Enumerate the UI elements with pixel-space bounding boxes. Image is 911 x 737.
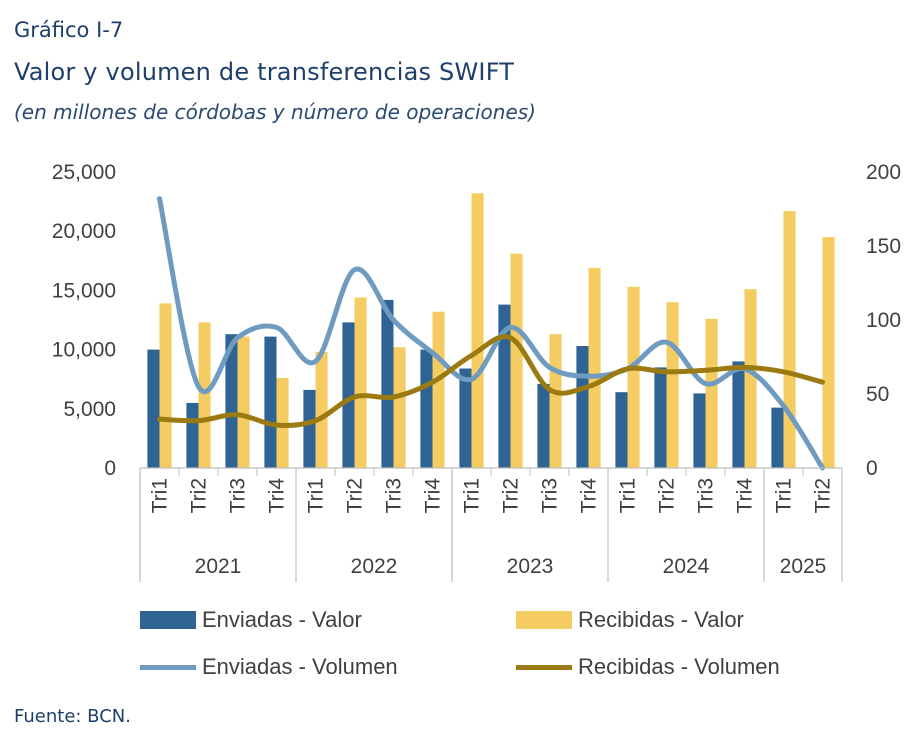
category-label-3: Tri4 bbox=[266, 478, 289, 514]
legend-label-enviadas-volumen: Enviadas - Volumen bbox=[202, 654, 398, 679]
bar-enviadas-valor-3 bbox=[264, 336, 277, 468]
legend-swatch-enviadas-volumen bbox=[140, 665, 196, 670]
category-label-7: Tri4 bbox=[422, 478, 445, 514]
category-label-8: Tri1 bbox=[461, 478, 484, 513]
bar-recibidas-valor-12 bbox=[627, 286, 640, 468]
source-note: Fuente: BCN. bbox=[14, 706, 131, 727]
bar-recibidas-valor-17 bbox=[822, 237, 835, 468]
bar-enviadas-valor-7 bbox=[420, 349, 433, 468]
bar-enviadas-valor-12 bbox=[615, 392, 628, 468]
legend-label-recibidas-volumen: Recibidas - Volumen bbox=[578, 654, 780, 679]
category-label-12: Tri1 bbox=[617, 478, 640, 513]
bar-recibidas-valor-7 bbox=[432, 311, 445, 468]
y-left-tick-1: 5,000 bbox=[63, 398, 116, 421]
bar-recibidas-valor-11 bbox=[588, 267, 601, 468]
category-label-9: Tri2 bbox=[500, 478, 523, 513]
category-label-4: Tri1 bbox=[305, 478, 328, 513]
category-label-2: Tri3 bbox=[227, 478, 250, 513]
category-label-13: Tri2 bbox=[656, 478, 679, 513]
bar-enviadas-valor-9 bbox=[498, 304, 511, 468]
y-left-tick-5: 25,000 bbox=[52, 161, 116, 184]
legend-swatch-enviadas-valor bbox=[140, 611, 196, 629]
bar-recibidas-valor-5 bbox=[354, 297, 367, 468]
bar-enviadas-valor-5 bbox=[342, 322, 355, 468]
bar-recibidas-valor-1 bbox=[198, 322, 211, 468]
bar-recibidas-valor-4 bbox=[315, 352, 328, 468]
chart-label: Gráfico I-7 bbox=[14, 18, 124, 42]
year-label-2024: 2024 bbox=[663, 555, 710, 578]
bar-enviadas-valor-10 bbox=[537, 383, 550, 468]
bar-recibidas-valor-2 bbox=[237, 336, 250, 468]
legend-label-recibidas-valor: Recibidas - Valor bbox=[578, 607, 744, 632]
year-label-2025: 2025 bbox=[780, 555, 827, 578]
category-label-10: Tri3 bbox=[539, 478, 562, 513]
category-label-1: Tri2 bbox=[188, 478, 211, 513]
category-label-17: Tri2 bbox=[812, 478, 835, 513]
category-label-14: Tri3 bbox=[695, 478, 718, 513]
line-enviadas-volumen bbox=[157, 196, 825, 471]
bar-enviadas-valor-15 bbox=[732, 361, 745, 468]
bar-recibidas-valor-10 bbox=[549, 334, 562, 468]
chart-title: Valor y volumen de transferencias SWIFT bbox=[14, 58, 515, 86]
bar-recibidas-valor-8 bbox=[471, 193, 484, 469]
bar-enviadas-valor-14 bbox=[693, 393, 706, 468]
y-right-tick-1: 50 bbox=[866, 383, 889, 406]
category-label-15: Tri4 bbox=[734, 478, 757, 514]
bar-enviadas-valor-6 bbox=[381, 299, 394, 468]
year-label-2022: 2022 bbox=[351, 555, 398, 578]
bar-enviadas-valor-8 bbox=[459, 368, 472, 468]
bar-enviadas-valor-4 bbox=[303, 389, 316, 468]
bar-enviadas-valor-16 bbox=[771, 407, 784, 468]
bar-recibidas-valor-13 bbox=[666, 302, 679, 468]
bar-recibidas-valor-16 bbox=[783, 211, 796, 468]
legend-label-enviadas-valor: Enviadas - Valor bbox=[202, 607, 362, 632]
bar-recibidas-valor-14 bbox=[705, 318, 718, 468]
year-label-2021: 2021 bbox=[195, 555, 242, 578]
bar-enviadas-valor-1 bbox=[186, 402, 199, 468]
line-recibidas-volumen bbox=[157, 334, 825, 428]
y-left-tick-0: 0 bbox=[104, 457, 116, 480]
bar-enviadas-valor-2 bbox=[225, 334, 238, 468]
bar-recibidas-valor-0 bbox=[159, 303, 172, 468]
bar-recibidas-valor-15 bbox=[744, 289, 757, 468]
y-right-tick-2: 100 bbox=[866, 309, 901, 332]
y-right-tick-0: 0 bbox=[866, 457, 878, 480]
legend-swatch-recibidas-valor bbox=[516, 611, 572, 629]
category-label-0: Tri1 bbox=[149, 478, 172, 513]
bar-enviadas-valor-0 bbox=[147, 349, 160, 468]
category-label-5: Tri2 bbox=[344, 478, 367, 513]
y-right-tick-4: 200 bbox=[866, 161, 901, 184]
category-label-11: Tri4 bbox=[578, 478, 601, 514]
bar-recibidas-valor-9 bbox=[510, 253, 523, 468]
bar-enviadas-valor-11 bbox=[576, 346, 589, 468]
y-left-tick-2: 10,000 bbox=[52, 339, 116, 362]
y-left-tick-4: 20,000 bbox=[52, 220, 116, 243]
chart-subtitle: (en millones de córdobas y número de ope… bbox=[14, 100, 536, 124]
category-label-6: Tri3 bbox=[383, 478, 406, 513]
y-right-tick-3: 150 bbox=[866, 235, 901, 258]
bar-recibidas-valor-6 bbox=[393, 347, 406, 468]
legend-swatch-recibidas-volumen bbox=[516, 665, 572, 670]
bar-enviadas-valor-13 bbox=[654, 367, 667, 468]
y-left-tick-3: 15,000 bbox=[52, 279, 116, 302]
year-label-2023: 2023 bbox=[507, 555, 554, 578]
category-label-16: Tri1 bbox=[773, 478, 796, 513]
